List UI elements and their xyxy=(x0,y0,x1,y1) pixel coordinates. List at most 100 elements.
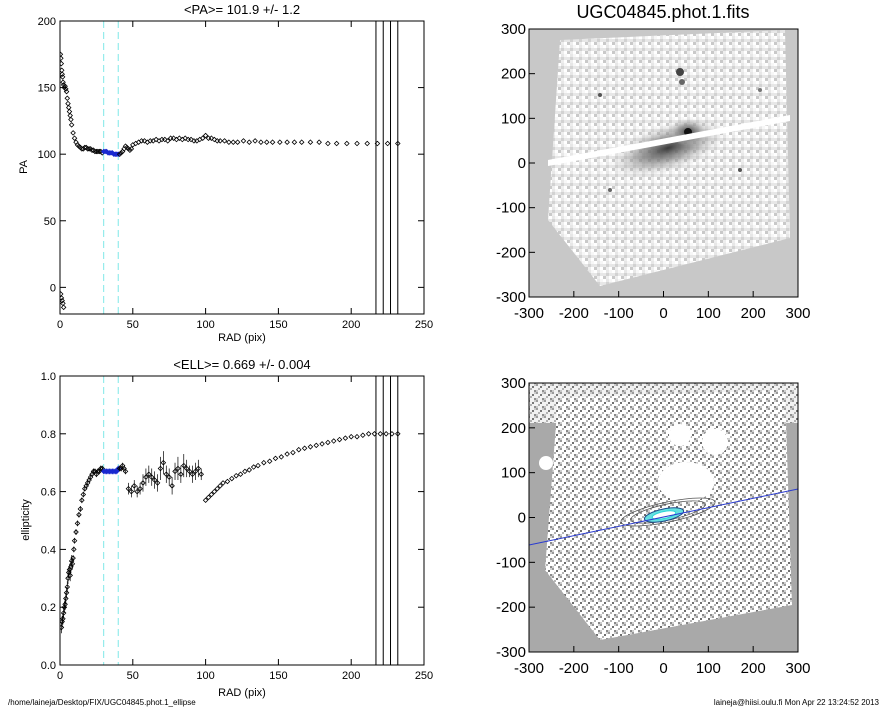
ell-data-point xyxy=(60,618,65,625)
ell-data-point xyxy=(140,480,146,486)
img2-y-tick-label: 300 xyxy=(501,375,526,392)
pa-data-point xyxy=(141,138,148,144)
ell-y-tick-label: 0.0 xyxy=(41,660,56,672)
img1-x-tick-label: 100 xyxy=(696,305,721,322)
ell-data-point xyxy=(395,431,401,437)
ell-data-point xyxy=(77,506,84,512)
ell-data-point xyxy=(360,432,366,439)
ell-data-point xyxy=(237,471,244,478)
pa-y-tick-label: 0 xyxy=(50,282,56,294)
pa-data-point xyxy=(234,139,241,145)
ell-data-point xyxy=(71,537,78,544)
pa-data-point xyxy=(199,135,206,141)
pa-data-point xyxy=(269,139,276,145)
pa-data-point xyxy=(66,108,73,115)
img2-x-tick-label: -100 xyxy=(604,660,634,677)
ell-data-point xyxy=(242,468,248,475)
ell-data-point xyxy=(60,624,65,631)
galaxy-image-panel: UGC04845.phot.1.fits -300-300 -200 -200 -10… xyxy=(496,2,811,322)
pa-data-point xyxy=(118,150,124,156)
ell-data-point xyxy=(371,431,378,437)
ell-data-point xyxy=(60,610,67,616)
pa-data-point xyxy=(291,139,298,145)
pa-data-point xyxy=(354,140,360,147)
ell-data-point xyxy=(73,529,79,535)
pa-data-point xyxy=(188,136,194,143)
ell-data-point xyxy=(246,467,253,473)
img1-x-tick-label: -100 xyxy=(604,305,634,322)
ell-data-point xyxy=(154,480,161,486)
pa-data-point xyxy=(374,140,381,147)
pa-data-point xyxy=(70,130,76,136)
pa-x-axis-label: RAD (pix) xyxy=(218,332,266,344)
ell-data-point xyxy=(186,468,193,475)
ell-x-tick-label: 250 xyxy=(415,670,433,682)
img1-y-tick-label: 200 xyxy=(501,66,526,83)
img1-x-tick-label: -300 xyxy=(514,305,544,322)
pa-x-tick-label: 150 xyxy=(269,319,287,331)
ell-y-tick-label: 0.4 xyxy=(41,544,56,556)
pa-data-point xyxy=(95,148,101,155)
image-title: UGC04845.phot.1.fits xyxy=(576,2,749,22)
position-angle-line xyxy=(528,488,799,546)
img2-x-tick-label: 300 xyxy=(785,660,810,677)
ell-plot-frame xyxy=(59,375,425,666)
pa-data-point xyxy=(307,139,314,145)
ell-data-point xyxy=(313,442,320,449)
pa-data-point xyxy=(68,122,75,128)
ell-data-point xyxy=(284,451,290,457)
pa-data-point xyxy=(96,148,103,155)
img1-y-tick-label: 100 xyxy=(501,110,526,127)
pa-data-point xyxy=(211,136,218,143)
pa-y-tick-label: 50 xyxy=(44,216,56,228)
pa-data-point xyxy=(164,138,171,144)
ell-x-tick-label: 100 xyxy=(196,670,214,682)
ell-data-point xyxy=(202,497,209,504)
pa-data-point xyxy=(316,139,322,145)
ell-data-point xyxy=(134,488,140,495)
ell-data-point xyxy=(319,441,325,447)
pa-data-point xyxy=(86,146,92,152)
img2-y-tick-label: -200 xyxy=(496,599,526,616)
pa-data-point xyxy=(202,132,209,139)
img1-y-tick-label: -200 xyxy=(496,244,526,261)
ell-data-point xyxy=(125,485,132,492)
ell-data-point xyxy=(166,474,172,480)
pa-data-point xyxy=(81,144,88,151)
pa-data-point xyxy=(153,136,159,143)
ell-data-point xyxy=(354,433,360,440)
img2-x-tick-label: -200 xyxy=(559,660,589,677)
pa-x-tick-label: 200 xyxy=(342,319,360,331)
ell-y-tick-label: 0.6 xyxy=(41,487,56,499)
img2-x-tick-label: 0 xyxy=(659,660,667,677)
pa-plot-frame xyxy=(59,20,425,315)
pa-data-point xyxy=(60,291,64,297)
pa-y-tick-label: 200 xyxy=(38,16,56,28)
ell-x-tick-label: 0 xyxy=(57,670,63,682)
pa-y-tick-label: 100 xyxy=(38,149,56,161)
ell-data-point xyxy=(307,444,314,450)
pa-data-point xyxy=(60,60,65,67)
ell-data-point xyxy=(62,601,68,608)
pa-data-point xyxy=(298,139,305,145)
pa-data-point xyxy=(277,139,283,145)
ell-data-point xyxy=(278,454,285,460)
pa-data-point xyxy=(60,79,66,86)
ell-data-point xyxy=(342,435,349,441)
img2-y-tick-label: 200 xyxy=(501,420,526,437)
pa-data-point xyxy=(64,95,71,102)
ell-data-point xyxy=(60,615,66,622)
pa-data-point xyxy=(230,139,237,145)
pa-data-point xyxy=(226,139,232,145)
pa-chart: <PA>= 101.9 +/- 1.2 0 50 100 150 200 250 0 50 10… xyxy=(18,2,433,344)
ell-data-point xyxy=(143,474,149,480)
pa-data-point xyxy=(162,136,168,143)
img1-x-tick-label: 300 xyxy=(785,305,810,322)
img1-x-tick-label: 200 xyxy=(741,305,766,322)
ell-y-tick-label: 0.2 xyxy=(41,602,56,614)
residual-image-panel: -300-300 -200 -200 -100 -100 0 0 100 100 200 200 30… xyxy=(496,375,811,677)
ell-data-point xyxy=(261,459,267,466)
pa-data-point xyxy=(67,112,73,119)
ell-data-point xyxy=(80,491,87,498)
ell-data-point xyxy=(183,465,190,472)
